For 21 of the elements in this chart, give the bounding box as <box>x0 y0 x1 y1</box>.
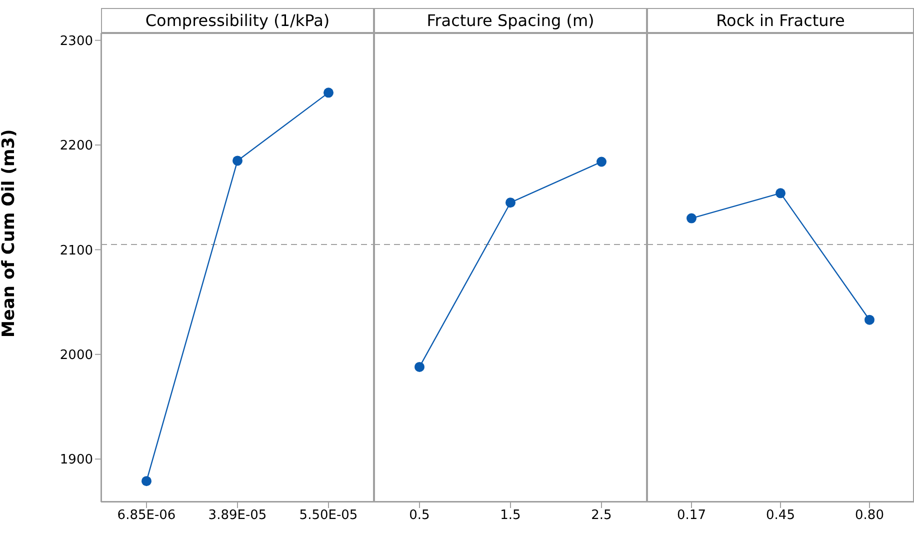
x-tick-label: 0.80 <box>855 508 884 524</box>
chart-title: Rock in Fracture <box>647 8 914 33</box>
point <box>142 476 152 486</box>
chart-title: Compressibility (1/kPa) <box>101 8 374 33</box>
point <box>232 156 242 166</box>
x-tick-label: 0.5 <box>409 508 430 524</box>
chart-title: Fracture Spacing (m) <box>374 8 647 33</box>
x-tick-label: 3.89E-05 <box>208 508 267 524</box>
y-tick-label: 2100 <box>60 243 93 258</box>
x-tick-label: 6.85E-06 <box>117 508 176 524</box>
y-tick-label: 1900 <box>60 452 93 468</box>
x-tick-label: 1.5 <box>500 508 521 524</box>
y-tick-label: 2200 <box>60 138 93 154</box>
x-tick-label: 5.50E-05 <box>299 508 358 524</box>
x-tick-label: 0.45 <box>766 508 795 524</box>
y-axis-title: Mean of Cum Oil (m3) <box>0 129 20 338</box>
x-tick-label: 2.5 <box>591 508 612 524</box>
point <box>324 88 334 98</box>
y-tick-label: 2300 <box>60 34 93 49</box>
x-tick-label: 0.17 <box>677 508 706 524</box>
y-tick-label: 2000 <box>60 348 93 364</box>
